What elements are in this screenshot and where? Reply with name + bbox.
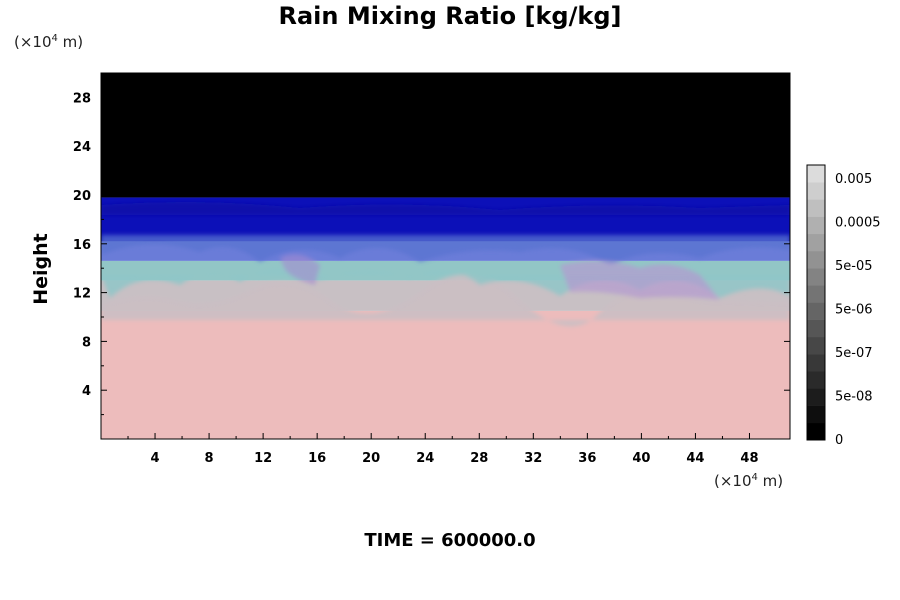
colorbar-label: 0 <box>835 433 843 448</box>
colorbar-cell <box>807 319 825 338</box>
colorbar-label: 5e-06 <box>835 303 873 318</box>
turbulence-overlay <box>101 202 790 327</box>
colorbar-label: 0.005 <box>835 172 872 187</box>
colorbar-cell <box>807 405 825 424</box>
y-tick-label: 8 <box>82 335 91 350</box>
colorbar-cell <box>807 336 825 355</box>
x-axis: 4 8 12 16 20 24 28 32 36 40 44 48 <box>127 433 759 466</box>
y-tick-label: 12 <box>73 287 91 302</box>
y-tick-label: 20 <box>73 189 91 204</box>
colorbar-label: 0.0005 <box>835 216 881 231</box>
y-axis-unit: (×104 m) <box>14 33 84 51</box>
band-0 <box>101 310 790 439</box>
colorbar-cell <box>807 302 825 320</box>
x-tick-label: 20 <box>362 451 380 466</box>
colorbar-cell <box>807 182 825 200</box>
x-tick-label: 8 <box>205 451 214 466</box>
x-tick-label: 12 <box>254 451 272 466</box>
colorbar-cell <box>807 199 825 217</box>
colorbar-cell <box>807 371 825 389</box>
x-tick-label: 32 <box>524 451 542 466</box>
x-tick-label: 44 <box>686 451 704 466</box>
y-tick-label: 28 <box>73 91 91 106</box>
colorbar-cell <box>807 354 825 372</box>
colorbar-cell <box>807 388 825 406</box>
colorbar-cell <box>807 268 825 286</box>
y-tick-label: 4 <box>82 384 91 399</box>
colorbar-cell <box>807 165 825 183</box>
x-axis-unit: (×104 m) <box>714 472 784 490</box>
y-tick-label: 24 <box>73 140 91 155</box>
x-tick-label: 36 <box>578 451 596 466</box>
colorbar-cell <box>807 250 825 269</box>
colorbar: 0.005 0.0005 5e-05 5e-06 5e-07 5e-08 0 <box>806 164 881 448</box>
plot-area <box>101 73 790 439</box>
colorbar-label: 5e-05 <box>835 259 873 274</box>
x-tick-label: 16 <box>308 451 326 466</box>
x-tick-label: 4 <box>151 451 160 466</box>
colorbar-cell <box>807 285 825 303</box>
colorbar-label: 5e-07 <box>835 346 873 361</box>
chart-title: Rain Mixing Ratio [kg/kg] <box>278 2 622 30</box>
colorbar-label: 5e-08 <box>835 390 873 405</box>
y-axis: 4 8 12 16 20 24 28 <box>73 91 790 416</box>
colorbar-cell <box>807 216 825 235</box>
x-tick-label: 48 <box>740 451 758 466</box>
plot-frame <box>100 72 791 440</box>
colorbar-cell <box>807 422 825 441</box>
x-tick-label: 24 <box>416 451 434 466</box>
x-tick-label: 28 <box>470 451 488 466</box>
colorbar-cell <box>807 233 825 252</box>
band-5 <box>101 73 790 198</box>
x-tick-label: 40 <box>632 451 650 466</box>
colorbar-frame <box>806 164 826 441</box>
time-label: TIME = 600000.0 <box>364 530 536 551</box>
y-tick-label: 16 <box>73 238 91 253</box>
